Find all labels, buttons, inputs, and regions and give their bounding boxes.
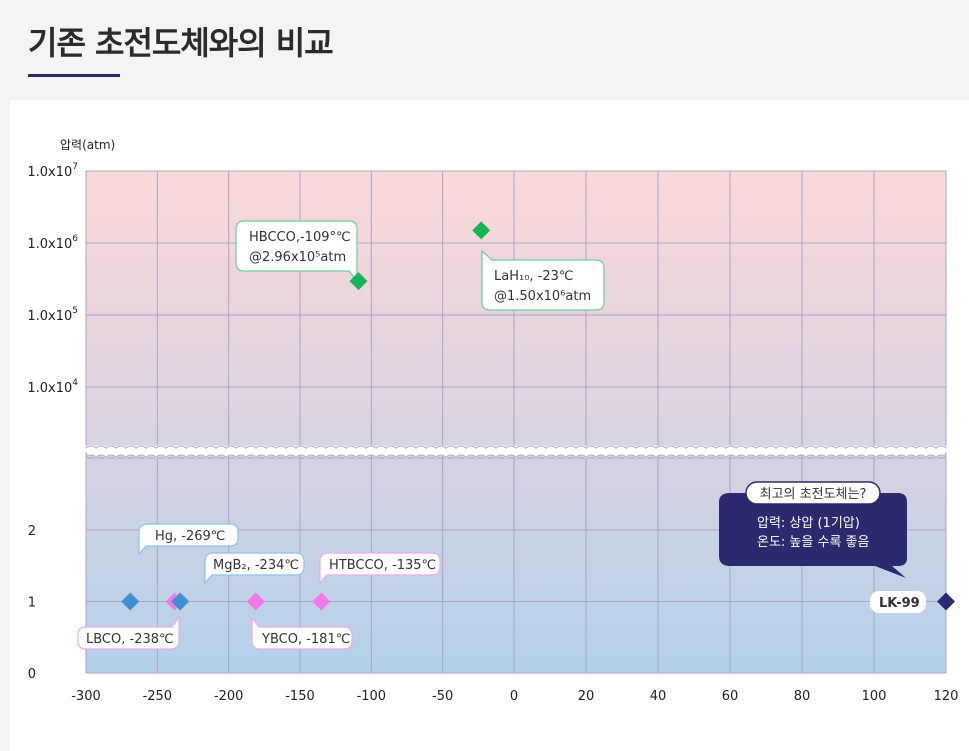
label-mgb2: MgB₂, -234℃ [204,552,305,585]
x-tick-label: 0 [510,689,518,704]
y-tick-label: 2 [28,524,36,539]
y-tick-label: 1.0x107 [27,162,78,180]
label-lbco: LBCO, -238℃ [77,615,180,650]
x-tick-label: -100 [357,689,387,704]
callouts: Hg, -269℃ MgB₂, -234℃ HTBCCO, -135℃ LBCO, -… [77,220,926,650]
label-lk99-bg [870,591,926,613]
point-label-text: LK-99 [879,596,920,611]
best-superconductor-callout: 최고의 초전도체는? 압력: 상압 (1기압) 온도: 높을 수록 좋음 [719,481,907,578]
data-points [121,221,955,611]
callout-box [719,493,907,578]
data-point [472,221,491,240]
axis-break-band [82,445,950,459]
page-title: 기존 초전도체와의 비교 [28,24,334,62]
axis-break-line [85,454,947,458]
data-point [349,272,368,291]
x-tick-label: -200 [214,689,244,704]
y-tick-label: 1.0x106 [27,234,78,252]
point-label-text: MgB₂, -234℃ [213,558,299,573]
x-tick-label: -300 [71,689,101,704]
point-label-text: HBCCO,-109°℃ [249,230,351,245]
label-hg: Hg, -269℃ [138,523,239,556]
data-point [937,592,955,611]
callout-line-1: 압력: 상압 (1기압) [757,516,860,531]
title-underline [28,74,120,77]
callout-title: 최고의 초전도체는? [760,487,867,502]
x-tick-label: -150 [285,689,315,704]
label-htbcco: HTBCCO, -135℃ [319,552,441,585]
point-label-text: HTBCCO, -135℃ [329,558,436,573]
x-tick-label: -50 [432,689,453,704]
point-label-text: @2.96x10⁵atm [249,250,346,265]
axis-break [82,445,950,459]
point-label-text: YBCO, -181℃ [261,632,350,647]
callout-line-2: 온도: 높을 수록 좋음 [757,535,869,550]
point-label-text: LaH₁₀, -23℃ [494,269,574,284]
y-tick-label: 1.0x105 [27,306,78,324]
data-point [171,592,190,611]
x-tick-label: 100 [862,689,887,704]
label-hbcco: HBCCO,-109°℃ @2.96x10⁵atm [235,220,358,283]
plot-area [86,171,946,673]
point-label-text: LBCO, -238℃ [86,632,174,647]
y-tick-label: 1 [28,596,36,611]
data-point [312,592,331,611]
x-tick-label: 80 [794,689,811,704]
point-label-text: @1.50x10⁶atm [494,289,591,304]
data-point [246,592,265,611]
data-point [121,592,140,611]
x-tick-label: -250 [143,689,173,704]
y-tick-label: 1.0x104 [27,378,78,396]
x-tick-label: 120 [934,689,959,704]
label-lah10: LaH₁₀, -23℃ @1.50x10⁶atm [481,249,605,311]
x-tick-label: 60 [722,689,739,704]
y-tick-label: 0 [28,667,36,682]
tick-labels: -300 -250 -200 -150 -100 -50 0 20 40 60 80 100 1201.… [27,162,958,704]
callout-title-pill [745,481,881,505]
point-label-text: Hg, -269℃ [155,529,225,544]
x-tick-label: 40 [650,689,667,704]
label-lk99: LK-99 [870,591,926,613]
grid [85,170,947,674]
x-tick-label: 20 [578,689,595,704]
y-axis-label: 압력(atm) [60,138,115,152]
axis-break-line [85,445,947,449]
label-ybco: YBCO, -181℃ [251,616,353,650]
